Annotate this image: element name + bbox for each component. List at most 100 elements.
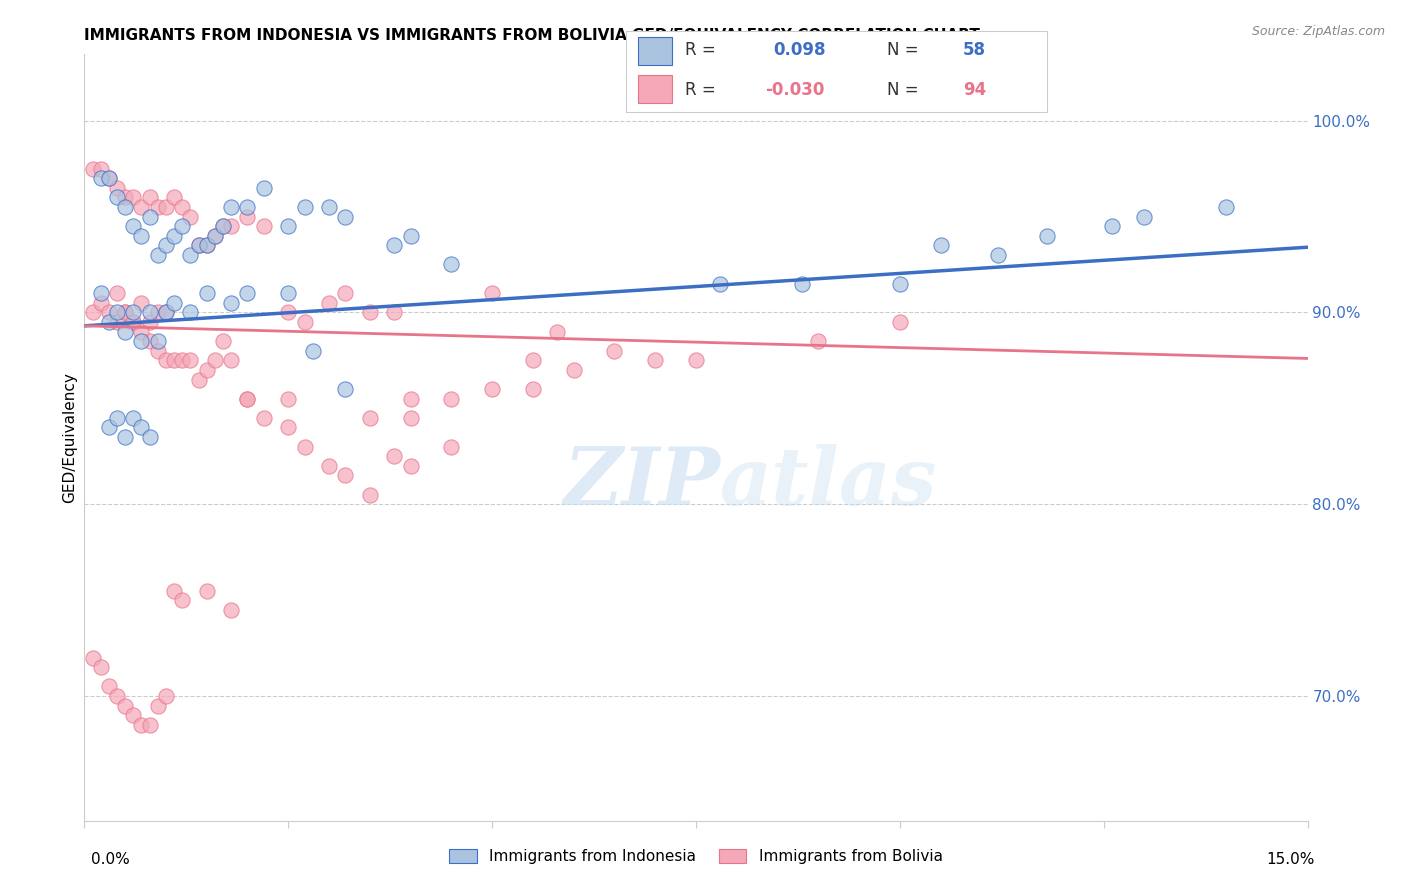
Text: 58: 58 [963, 41, 986, 59]
Point [122, 315, 145, 329]
Point [90, 660, 112, 674]
Point [131, 228, 153, 243]
Point [179, 248, 201, 262]
Point [204, 228, 226, 243]
Text: N =: N = [887, 81, 918, 99]
Y-axis label: GED/Equivalency: GED/Equivalency [62, 372, 77, 502]
Point [219, 219, 242, 234]
Point [163, 353, 186, 368]
Point [187, 373, 209, 387]
Point [138, 305, 160, 319]
Text: atlas: atlas [720, 444, 938, 522]
Point [929, 238, 952, 252]
Point [236, 210, 259, 224]
Point [889, 315, 911, 329]
Point [987, 248, 1010, 262]
Point [1133, 210, 1156, 224]
Text: 0.0%: 0.0% [91, 852, 131, 867]
Point [138, 430, 160, 444]
Point [105, 411, 128, 425]
Text: 15.0%: 15.0% [1267, 852, 1315, 867]
Point [277, 286, 299, 301]
Point [105, 315, 128, 329]
Point [522, 353, 544, 368]
Point [335, 210, 357, 224]
Point [114, 325, 136, 339]
Point [399, 228, 422, 243]
Point [294, 440, 316, 454]
Point [399, 411, 422, 425]
Point [90, 296, 112, 310]
Point [277, 305, 299, 319]
Point [131, 325, 153, 339]
Point [131, 718, 153, 732]
Point [172, 593, 194, 607]
Point [382, 450, 405, 464]
Point [97, 171, 120, 186]
Point [440, 440, 463, 454]
Point [82, 305, 104, 319]
Point [131, 420, 153, 434]
Point [562, 363, 585, 377]
Point [90, 171, 112, 186]
Point [212, 334, 235, 349]
Point [253, 219, 276, 234]
Point [131, 296, 153, 310]
Point [644, 353, 666, 368]
Point [546, 325, 568, 339]
Point [399, 458, 422, 473]
Text: Source: ZipAtlas.com: Source: ZipAtlas.com [1251, 25, 1385, 38]
Point [138, 190, 160, 204]
Point [155, 238, 177, 252]
Point [114, 305, 136, 319]
Point [603, 343, 626, 358]
Point [685, 353, 707, 368]
Point [172, 353, 194, 368]
Point [105, 190, 128, 204]
Point [122, 708, 145, 723]
Text: R =: R = [685, 81, 716, 99]
Point [889, 277, 911, 291]
Point [114, 698, 136, 713]
Point [253, 181, 276, 195]
Point [709, 277, 731, 291]
Point [155, 305, 177, 319]
Point [359, 488, 381, 502]
Point [82, 650, 104, 665]
Point [204, 228, 226, 243]
Point [163, 296, 186, 310]
Point [277, 420, 299, 434]
Point [335, 468, 357, 483]
Point [179, 353, 201, 368]
Point [90, 161, 112, 176]
Point [481, 382, 503, 396]
Point [440, 392, 463, 406]
Point [318, 458, 340, 473]
Point [1035, 228, 1057, 243]
Point [187, 238, 209, 252]
Point [122, 219, 145, 234]
Point [114, 305, 136, 319]
Point [131, 334, 153, 349]
Point [122, 190, 145, 204]
Point [301, 343, 323, 358]
Point [277, 392, 299, 406]
Point [1101, 219, 1123, 234]
Point [219, 296, 242, 310]
Point [146, 305, 169, 319]
Point [807, 334, 830, 349]
Point [163, 583, 186, 598]
Point [277, 219, 299, 234]
Point [97, 420, 120, 434]
Text: -0.030: -0.030 [765, 81, 824, 99]
Point [253, 411, 276, 425]
Point [382, 238, 405, 252]
Bar [638, 37, 672, 65]
Point [522, 382, 544, 396]
Point [219, 603, 242, 617]
FancyBboxPatch shape [626, 31, 1047, 112]
Text: N =: N = [887, 41, 918, 59]
Point [114, 430, 136, 444]
Point [790, 277, 813, 291]
Text: IMMIGRANTS FROM INDONESIA VS IMMIGRANTS FROM BOLIVIA GED/EQUIVALENCY CORRELATION: IMMIGRANTS FROM INDONESIA VS IMMIGRANTS … [84, 28, 980, 43]
